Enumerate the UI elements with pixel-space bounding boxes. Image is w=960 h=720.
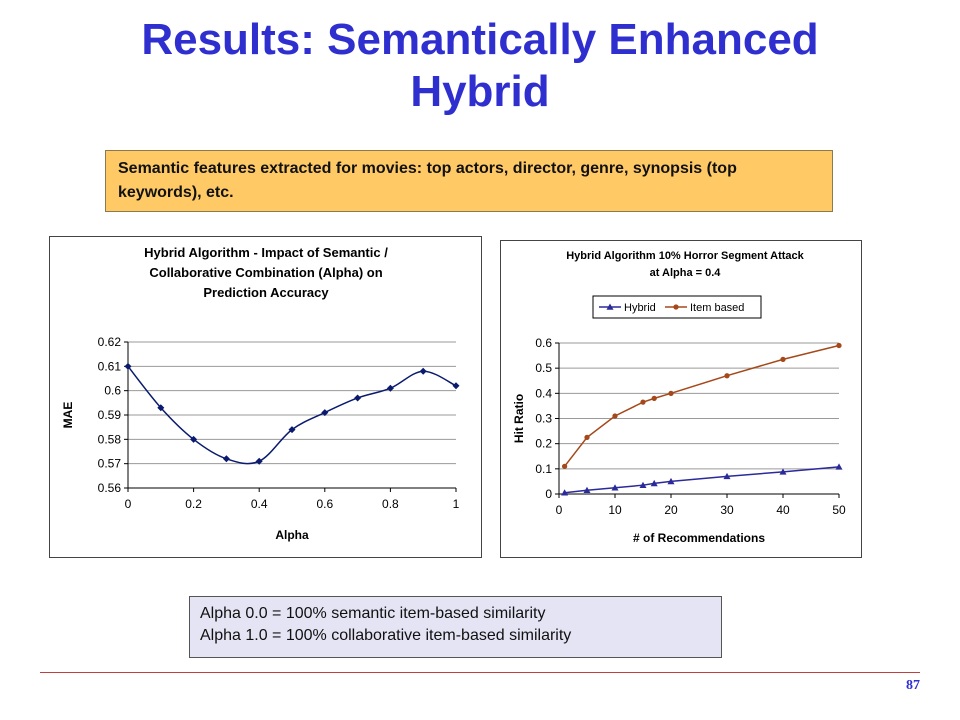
x-axis-label: # of Recommendations (633, 531, 765, 545)
data-point (190, 435, 198, 443)
x-tick-label: 20 (664, 503, 678, 517)
x-tick-label: 1 (453, 497, 460, 511)
data-point (673, 304, 679, 310)
x-tick-label: 30 (720, 503, 734, 517)
y-tick-label: 0.6 (104, 384, 121, 398)
y-tick-label: 0.4 (535, 386, 552, 400)
y-tick-label: 0 (545, 487, 552, 501)
y-tick-label: 0.57 (98, 457, 122, 471)
data-point (157, 404, 165, 412)
y-tick-label: 0.61 (98, 359, 122, 373)
x-tick-label: 0 (556, 503, 563, 517)
data-point (561, 463, 568, 469)
data-point (611, 484, 619, 491)
data-point (651, 395, 657, 401)
x-tick-label: 0.4 (251, 497, 268, 511)
y-tick-label: 0.1 (535, 462, 552, 476)
data-point (836, 342, 842, 349)
chart-title-line: Prediction Accuracy (203, 285, 329, 300)
alpha-note-line-1: Alpha 0.0 = 100% semantic item-based sim… (200, 605, 546, 622)
data-point (835, 463, 843, 470)
data-point (724, 373, 730, 379)
data-point (667, 477, 675, 485)
y-tick-label: 0.2 (535, 437, 552, 451)
y-tick-label: 0.59 (98, 408, 122, 422)
data-point (419, 367, 427, 375)
data-point (124, 362, 132, 370)
data-point (779, 468, 787, 475)
y-tick-label: 0.6 (535, 336, 552, 350)
horror-attack-chart: Hybrid Algorithm 10% Horror Segment Atta… (500, 240, 862, 558)
y-tick-label: 0.3 (535, 412, 552, 426)
data-point (723, 472, 731, 480)
x-axis-label: Alpha (275, 528, 309, 542)
y-tick-label: 0.58 (98, 432, 122, 446)
series-line (564, 466, 840, 494)
alpha-mae-chart-svg: Hybrid Algorithm - Impact of Semantic / C… (61, 245, 460, 542)
data-point (640, 399, 646, 405)
y-tick-label: 0.56 (98, 481, 122, 495)
data-point (255, 457, 263, 465)
data-point (612, 413, 618, 419)
slide-title: Results: Semantically Enhanced Hybrid (141, 15, 819, 116)
data-point (668, 390, 674, 396)
data-point (288, 426, 296, 434)
alpha-note-line-2: Alpha 1.0 = 100% collaborative item-base… (200, 627, 572, 644)
data-point (584, 434, 590, 440)
x-tick-label: 40 (776, 503, 790, 517)
data-point (561, 489, 569, 496)
x-tick-label: 0.2 (185, 497, 202, 511)
y-axis-label: Hit Ratio (512, 394, 526, 443)
data-point (354, 394, 362, 402)
data-point (321, 409, 329, 417)
x-tick-label: 0.8 (382, 497, 399, 511)
data-point (386, 384, 394, 392)
data-point (583, 486, 591, 494)
x-tick-label: 50 (832, 503, 846, 517)
x-tick-label: 0 (125, 497, 132, 511)
alpha-definition-box: Alpha 0.0 = 100% semantic item-based sim… (189, 596, 722, 658)
chart-title-line: at Alpha = 0.4 (650, 267, 722, 279)
data-point (606, 303, 614, 310)
data-point (222, 455, 230, 463)
alpha-mae-chart: Hybrid Algorithm - Impact of Semantic / C… (49, 236, 482, 558)
legend-label: Hybrid (624, 302, 656, 314)
y-tick-label: 0.5 (535, 361, 552, 375)
data-point (452, 382, 460, 390)
chart-title-line: Hybrid Algorithm - Impact of Semantic / (144, 245, 388, 260)
series-line (564, 344, 840, 467)
x-tick-label: 0.6 (316, 497, 333, 511)
horror-attack-chart-svg: Hybrid Algorithm 10% Horror Segment Atta… (512, 250, 846, 545)
data-point (780, 356, 786, 362)
chart-title-line: Collaborative Combination (Alpha) on (149, 265, 382, 280)
chart-title-line: Hybrid Algorithm 10% Horror Segment Atta… (566, 250, 804, 262)
data-point (650, 479, 658, 487)
page-number: 87 (906, 678, 920, 693)
legend-label: Item based (690, 302, 744, 314)
y-tick-label: 0.62 (98, 335, 122, 349)
data-point (639, 481, 647, 488)
y-axis-label: MAE (61, 402, 75, 429)
footer-divider (40, 672, 920, 673)
semantic-features-box: Semantic features extracted for movies: … (105, 150, 833, 212)
x-tick-label: 10 (608, 503, 622, 517)
